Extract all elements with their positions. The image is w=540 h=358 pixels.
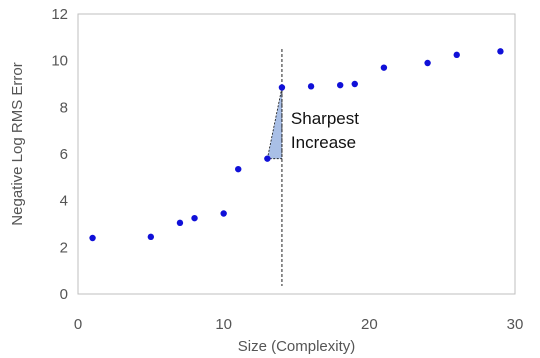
y-axis-label: Negative Log RMS Error: [9, 62, 26, 225]
data-point: [235, 165, 242, 173]
y-tick-label: 2: [60, 239, 68, 256]
x-axis-ticks: 0 10 20 30: [74, 316, 524, 333]
data-point: [380, 64, 388, 71]
data-point: [264, 155, 271, 162]
data-point: [497, 48, 504, 55]
data-point: [337, 81, 344, 89]
x-axis-label: Size (Complexity): [238, 338, 356, 355]
data-point: [89, 234, 96, 242]
sharpest-increase-triangle: [266, 87, 283, 160]
plot-area-frame: [77, 13, 516, 295]
data-point: [191, 214, 198, 222]
data-point: [424, 59, 431, 67]
y-tick-label: 8: [60, 99, 68, 116]
y-axis-ticks: 0 2 4 6 8 10 12: [51, 6, 68, 303]
y-tick-label: 12: [51, 6, 68, 23]
data-point: [307, 83, 315, 90]
annotation-layer: Sharpest Increase: [266, 49, 359, 286]
x-tick-label: 30: [507, 316, 524, 333]
data-point: [147, 233, 155, 241]
y-tick-label: 4: [60, 193, 68, 210]
data-point: [453, 51, 460, 59]
data-point: [176, 219, 184, 227]
axes: [77, 13, 516, 295]
x-tick-label: 0: [74, 316, 82, 333]
data-points: [89, 48, 504, 242]
y-tick-label: 6: [60, 146, 68, 163]
annotation-text-line-1: Sharpest: [291, 109, 359, 128]
data-point: [220, 210, 227, 217]
data-point: [278, 84, 286, 91]
y-tick-label: 10: [51, 53, 68, 70]
y-tick-label: 0: [60, 286, 68, 303]
annotation-text-line-2: Increase: [291, 133, 356, 152]
x-tick-label: 20: [361, 316, 378, 333]
x-tick-label: 10: [215, 316, 232, 333]
data-point: [351, 80, 358, 88]
